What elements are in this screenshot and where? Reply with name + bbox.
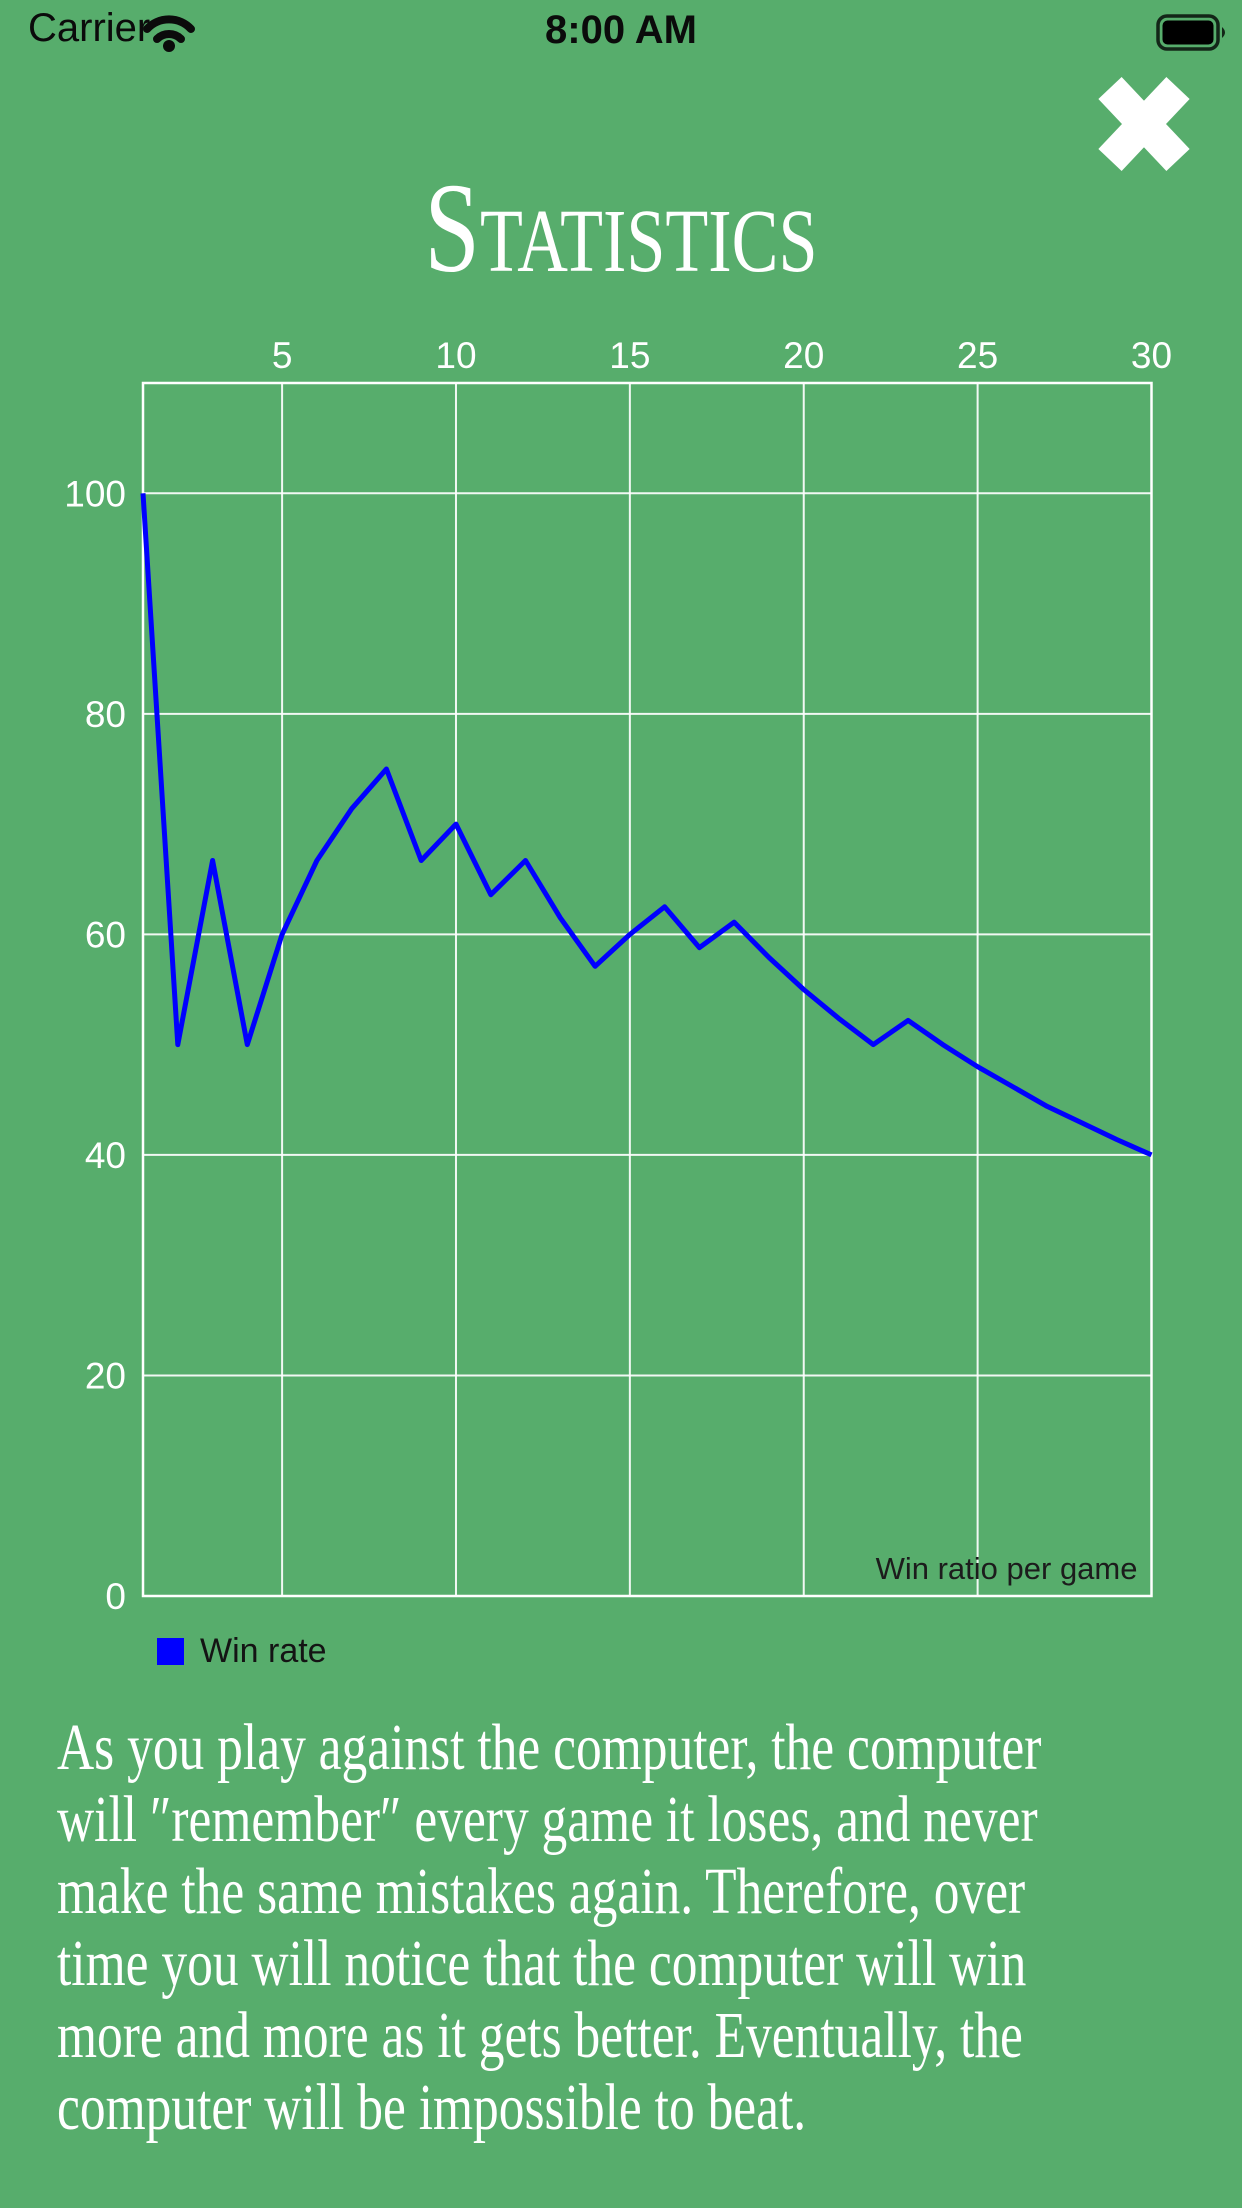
legend-swatch-win-rate: [157, 1637, 184, 1665]
description-line: time you will notice that the computer w…: [57, 1927, 1027, 2000]
y-tick-label: 40: [85, 1135, 126, 1176]
clock: 8:00 AM: [545, 8, 697, 52]
legend-label-win-rate: Win rate: [200, 1632, 327, 1670]
y-tick-label: 20: [85, 1355, 126, 1396]
close-button[interactable]: [1094, 68, 1194, 180]
description-line: As you play against the computer, the co…: [57, 1711, 1042, 1784]
chart-annotation: Win ratio per game: [876, 1551, 1138, 1586]
plot-border: [141, 381, 1153, 1598]
win-rate-chart: 5 10 15 20 25 30 0 20 40 60 80 100 Win ratio per gam…: [64, 335, 1172, 1617]
battery-icon: [1156, 14, 1230, 57]
x-tick-label: 15: [609, 335, 650, 376]
x-tick-label: 20: [783, 335, 824, 376]
close-x-icon: [1098, 77, 1190, 171]
win-rate-line: [140, 493, 1153, 1158]
y-tick-label: 80: [85, 694, 126, 735]
chart-legend: Win rate: [157, 1634, 327, 1668]
carrier-label: Carrier: [28, 6, 151, 50]
x-tick-label: 25: [957, 335, 998, 376]
status-bar: Carrier 8:00 AM: [0, 0, 1242, 64]
description-paragraph: As you play against the computer, the co…: [57, 1712, 1196, 2144]
y-tick-label: 60: [85, 914, 126, 955]
wifi-icon: [143, 12, 195, 57]
description-line: will ″remember″ every game it loses, and…: [57, 1783, 1038, 1856]
y-tick-label: 0: [105, 1576, 126, 1617]
x-tick-label: 30: [1131, 335, 1172, 376]
description-line: make the same mistakes again. Therefore,…: [57, 1855, 1026, 1928]
y-tick-label: 100: [64, 473, 126, 514]
page-title: Statistics: [424, 157, 818, 299]
description-line: computer will be impossible to beat.: [57, 2071, 807, 2144]
description-line: more and more as it gets better. Eventua…: [57, 1999, 1023, 2072]
x-tick-label: 10: [435, 335, 476, 376]
x-tick-label: 5: [272, 335, 293, 376]
